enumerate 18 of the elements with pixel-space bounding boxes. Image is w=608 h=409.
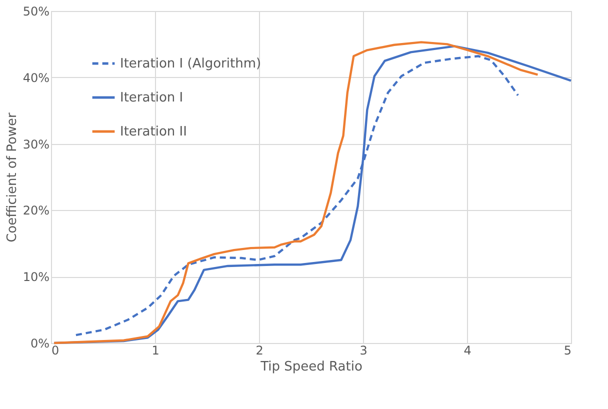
x-axis-title: Tip Speed Ratio: [260, 360, 362, 374]
y-tick-label: 40%: [22, 70, 50, 85]
y-tick-label: 10%: [22, 270, 50, 284]
x-tick-label: 2: [256, 344, 264, 358]
x-tick-label: 1: [152, 344, 160, 358]
x-tick-label: 4: [464, 344, 472, 358]
x-tick-label: 5: [564, 344, 572, 358]
y-tick-label: 30%: [22, 137, 50, 152]
y-axis-title: Coefficient of Power: [4, 112, 20, 242]
x-tick-label: 0: [52, 344, 60, 358]
legend-label: Iteration I (Algorithm): [120, 56, 262, 72]
legend-label: Iteration I: [120, 90, 184, 106]
line-series: [74, 55, 520, 336]
y-tick-label: 50%: [22, 4, 50, 18]
y-tick-label: 20%: [22, 204, 50, 218]
legend-label: Iteration II: [120, 124, 187, 140]
x-tick-label: 3: [360, 344, 368, 358]
y-tick-label: 0%: [30, 336, 50, 350]
